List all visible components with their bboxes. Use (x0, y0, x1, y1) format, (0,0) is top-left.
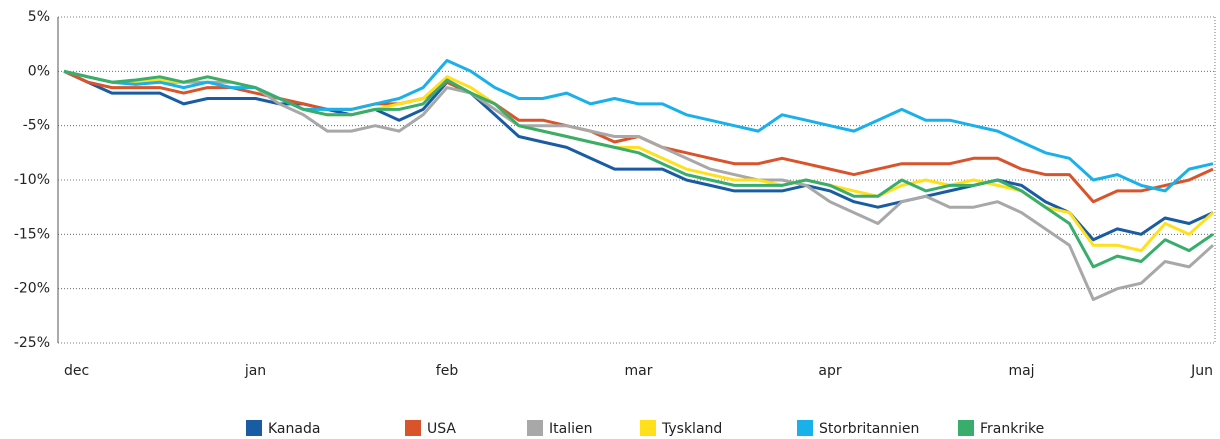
x-tick-label: maj (1008, 363, 1034, 379)
y-tick-label: -10% (14, 172, 50, 188)
legend-swatch (527, 420, 543, 436)
legend-swatch (640, 420, 656, 436)
legend-label: USA (427, 421, 456, 437)
x-tick-label: mar (625, 363, 653, 379)
legend-label: Italien (549, 421, 592, 437)
x-tick-label: Jun (1190, 363, 1213, 379)
series-line (63, 69, 1215, 301)
legend-swatch (405, 420, 421, 436)
y-tick-label: 5% (28, 9, 50, 25)
series-line (63, 69, 1214, 269)
legend-label: Kanada (268, 421, 320, 437)
y-tick-label: -15% (14, 226, 50, 242)
y-tick-label: -20% (14, 281, 50, 297)
legend-label: Frankrike (980, 421, 1044, 437)
y-tick-label: -25% (14, 335, 50, 351)
x-tick-label: apr (818, 363, 841, 379)
series-line (63, 59, 1214, 193)
y-tick-label: 0% (28, 63, 50, 79)
series-line (63, 69, 1214, 242)
legend-swatch (797, 420, 813, 436)
x-tick-label: feb (436, 363, 459, 379)
legend-label: Tyskland (661, 421, 722, 437)
legend-swatch (958, 420, 974, 436)
y-tick-label: -5% (23, 118, 50, 134)
legend-swatch (246, 420, 262, 436)
x-tick-label: dec (64, 363, 89, 379)
x-tick-label: jan (244, 363, 266, 379)
legend-label: Storbritannien (819, 421, 919, 437)
